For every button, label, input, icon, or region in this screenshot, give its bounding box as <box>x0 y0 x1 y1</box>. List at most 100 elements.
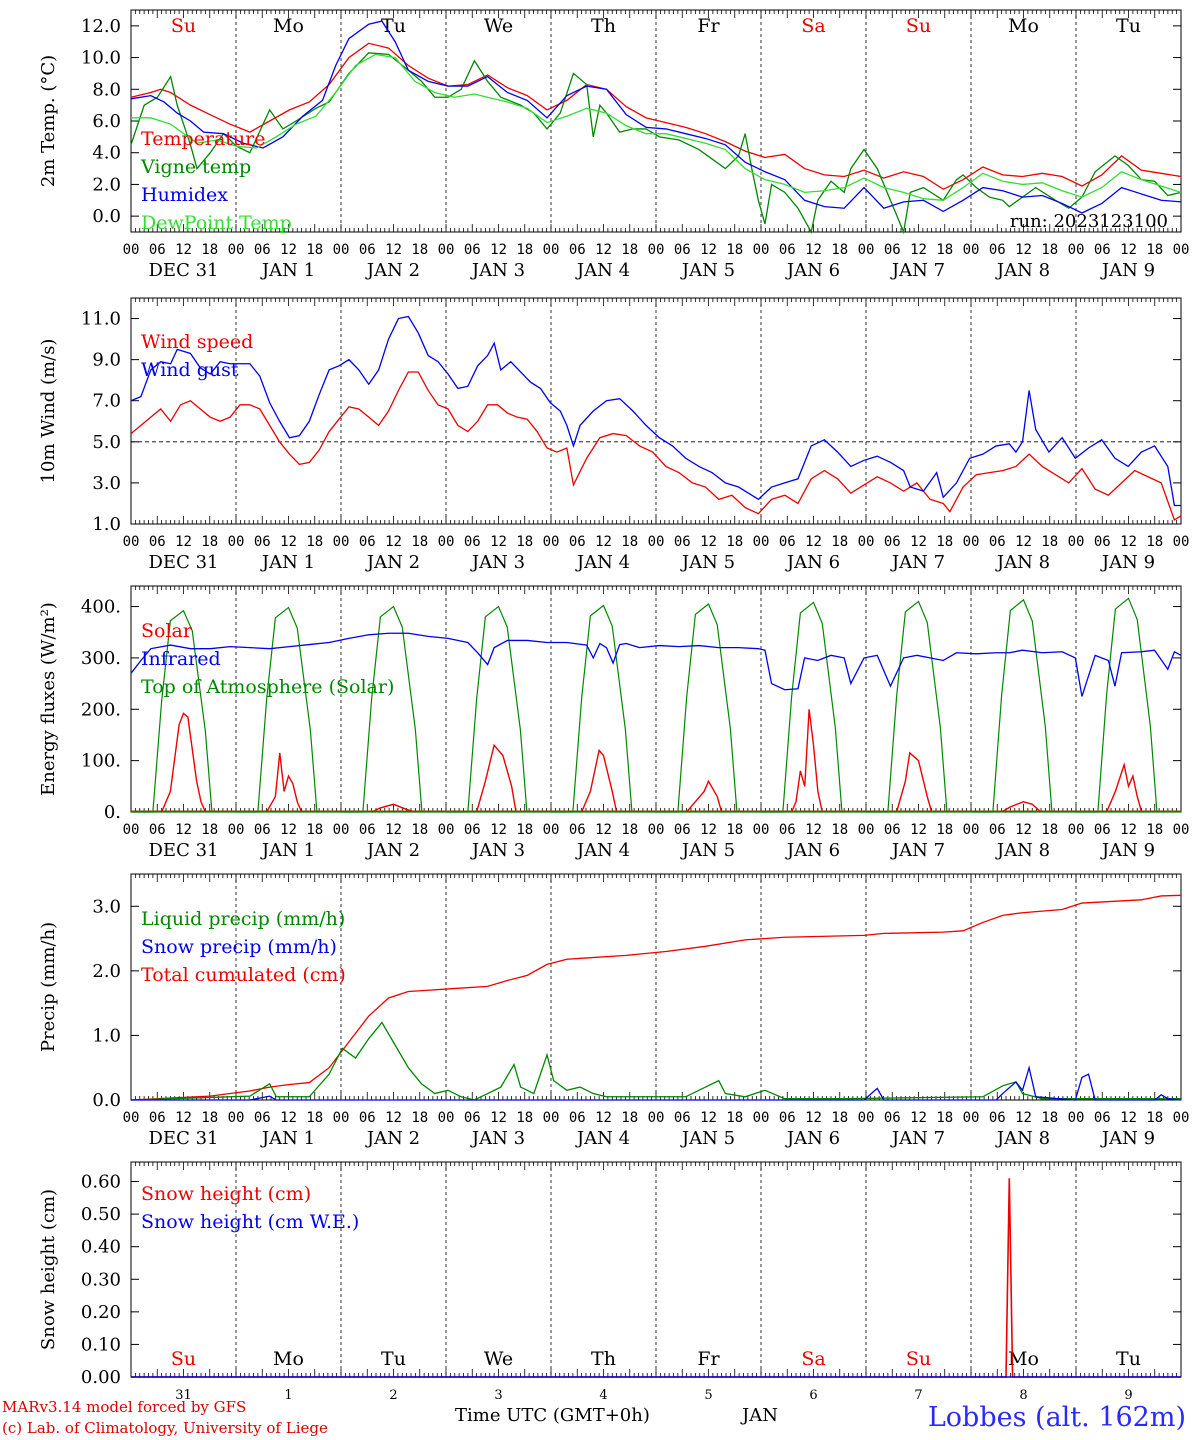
legend-entry: Snow precip (mm/h) <box>141 936 337 958</box>
legend-entry: Solar <box>141 620 193 642</box>
panel-2: 1.0 3.0 5.0 7.0 9.0 11.0 10m Wind (m/s) 00 06 12 1… <box>38 297 1189 573</box>
x-date-label: JAN 9 <box>1100 260 1155 281</box>
x-tick-label: 18 <box>1146 242 1163 258</box>
y-tick-label: 10.0 <box>81 48 121 69</box>
x-date-label: JAN 1 <box>260 260 315 281</box>
x-date-label: JAN 3 <box>470 260 525 281</box>
x-date-label: JAN 5 <box>680 1128 735 1149</box>
x-tick-label: 00 <box>333 1110 350 1126</box>
x-tick-label: 18 <box>831 1110 848 1126</box>
day-number-label: 31 <box>175 1388 192 1403</box>
x-tick-label: 18 <box>411 822 428 838</box>
x-tick-label: 06 <box>674 534 691 550</box>
solar-line <box>371 803 416 813</box>
x-tick-label: 12 <box>595 534 612 550</box>
x-tick-label: 06 <box>1094 242 1111 258</box>
y-tick-label: 2.0 <box>92 174 121 195</box>
y-tick-label: 300. <box>81 648 121 669</box>
x-tick-label: 00 <box>438 534 455 550</box>
y-tick-label: 8.0 <box>92 79 121 100</box>
x-date-label: JAN 2 <box>365 260 420 281</box>
x-tick-label: 18 <box>516 242 533 258</box>
weekday-label: Su <box>906 15 931 37</box>
x-tick-label: 12 <box>385 242 402 258</box>
x-tick-label: 06 <box>359 1110 376 1126</box>
x-tick-label: 12 <box>490 242 507 258</box>
x-tick-label: 06 <box>674 822 691 838</box>
y-tick-label: 1.0 <box>92 1025 121 1046</box>
x-tick-label: 18 <box>936 822 953 838</box>
x-tick-label: 06 <box>359 242 376 258</box>
y-tick-label: 0.40 <box>81 1237 121 1258</box>
x-tick-label: 00 <box>228 242 245 258</box>
x-tick-label: 00 <box>543 534 560 550</box>
legend-entry: DewPoint Temp <box>141 212 292 234</box>
x-tick-label: 06 <box>1094 822 1111 838</box>
x-tick-label: 18 <box>201 242 218 258</box>
x-tick-label: 12 <box>910 242 927 258</box>
weekday-label: Th <box>591 15 616 37</box>
weekday-label: Mo <box>1008 15 1039 37</box>
weekday-label: Mo <box>1008 1348 1039 1370</box>
series-dewpoint-temp <box>131 53 1182 201</box>
x-tick-label: 12 <box>1120 242 1137 258</box>
weekday-label: Su <box>171 1348 196 1370</box>
x-tick-label: 06 <box>779 822 796 838</box>
month-label: JAN <box>742 1405 778 1426</box>
x-tick-label: 00 <box>963 822 980 838</box>
x-tick-label: 12 <box>700 534 717 550</box>
legend-entry: Infrared <box>141 648 221 670</box>
x-tick-label: 12 <box>280 822 297 838</box>
y-tick-label: 4.0 <box>92 143 121 164</box>
x-date-label: JAN 2 <box>365 552 420 573</box>
solar-line <box>266 752 303 813</box>
y-tick-label: 9.0 <box>92 350 121 371</box>
x-tick-label: 06 <box>569 822 586 838</box>
x-tick-label: 12 <box>175 822 192 838</box>
weekday-label: Su <box>171 15 196 37</box>
x-tick-label: 06 <box>359 822 376 838</box>
toa-solar-line <box>236 606 318 813</box>
x-tick-label: 00 <box>1068 534 1085 550</box>
series-snow-precip-mm-h- <box>131 1065 1182 1101</box>
x-date-label: JAN 6 <box>785 840 840 861</box>
x-tick-label: 00 <box>858 1110 875 1126</box>
y-tick-label: 12.0 <box>81 16 121 37</box>
day-number-label: 5 <box>704 1388 712 1403</box>
series-temperature <box>130 42 1182 190</box>
x-tick-label: 06 <box>569 534 586 550</box>
x-tick-label: 00 <box>1068 822 1085 838</box>
x-tick-label: 00 <box>438 242 455 258</box>
solar-line <box>1001 800 1042 813</box>
x-tick-label: 00 <box>1068 1110 1085 1126</box>
x-tick-label: 18 <box>201 1110 218 1126</box>
x-date-label: DEC 31 <box>149 260 219 281</box>
x-tick-label: 00 <box>648 534 665 550</box>
legend-entry: Snow height (cm) <box>141 1183 311 1205</box>
x-tick-label: 00 <box>228 1110 245 1126</box>
x-date-label: JAN 2 <box>365 1128 420 1149</box>
x-date-label: JAN 8 <box>995 552 1050 573</box>
x-tick-label: 18 <box>936 242 953 258</box>
x-tick-label: 18 <box>411 534 428 550</box>
x-tick-label: 18 <box>306 822 323 838</box>
y-axis-label: Energy fluxes (W/m²) <box>38 602 59 796</box>
x-tick-label: 00 <box>438 1110 455 1126</box>
x-tick-label: 18 <box>726 242 743 258</box>
x-tick-label: 06 <box>464 1110 481 1126</box>
x-tick-label: 18 <box>1146 822 1163 838</box>
y-tick-label: 0.60 <box>81 1172 121 1193</box>
x-tick-label: 06 <box>569 1110 586 1126</box>
toa-solar-line <box>1076 597 1158 813</box>
x-tick-label: 00 <box>123 242 140 258</box>
y-tick-label: 0.50 <box>81 1204 121 1225</box>
x-tick-label: 12 <box>490 1110 507 1126</box>
x-tick-label: 00 <box>648 242 665 258</box>
toa-solar-line <box>446 605 528 813</box>
x-date-label: JAN 9 <box>1100 840 1155 861</box>
x-tick-label: 18 <box>621 1110 638 1126</box>
y-tick-label: 3.0 <box>92 896 121 917</box>
x-tick-label: 12 <box>1015 1110 1032 1126</box>
run-label: run: 2023123100 <box>1010 211 1168 232</box>
day-number-label: 9 <box>1124 1388 1132 1403</box>
